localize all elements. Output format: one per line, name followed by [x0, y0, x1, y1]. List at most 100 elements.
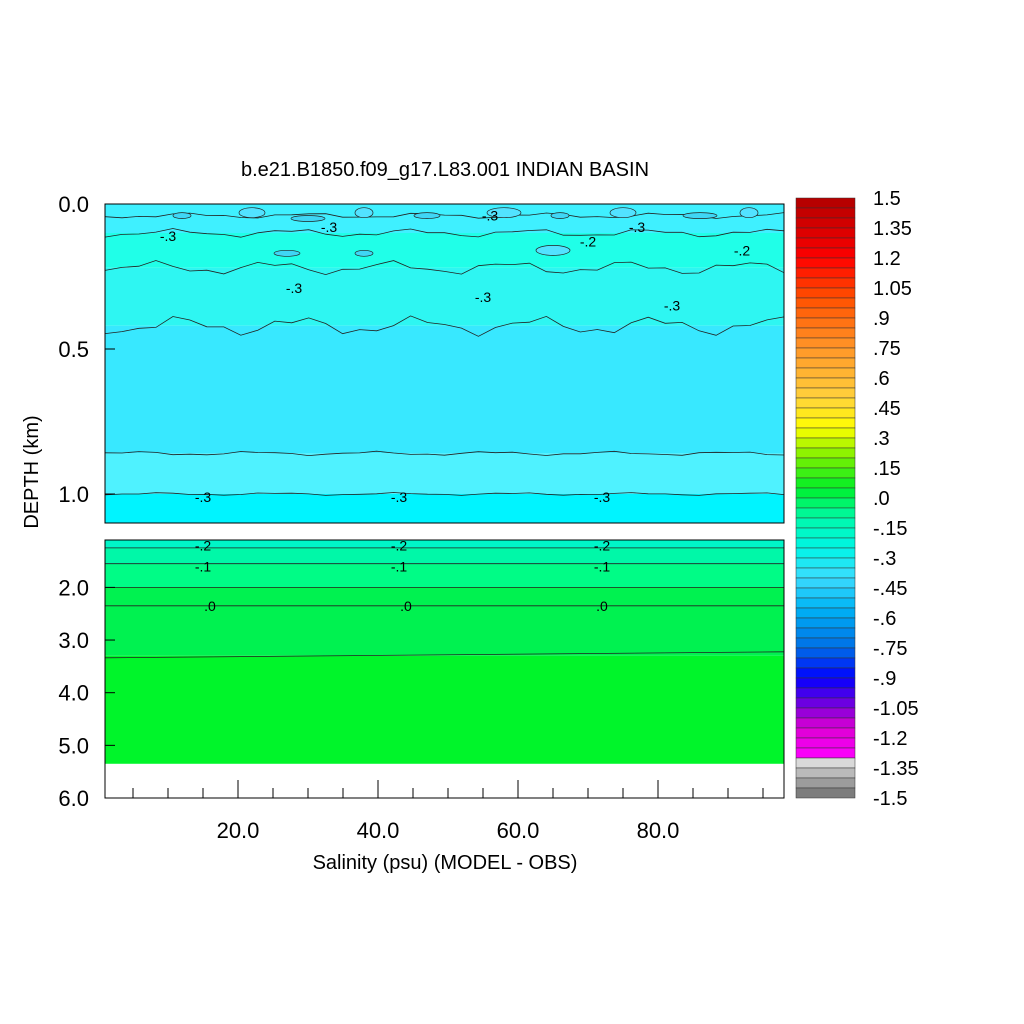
colorbar-cell [795, 447, 856, 459]
colorbar-cell [795, 297, 856, 309]
colorbar-cell [795, 517, 856, 529]
contour-label: -.3 [391, 489, 408, 505]
colorbar-cell [795, 277, 856, 289]
x-tick-label: 60.0 [497, 818, 540, 843]
surface-contour-12 [354, 249, 374, 257]
contour-label: -.2 [594, 537, 611, 553]
colorbar-cell [795, 777, 856, 789]
colorbar-cell [795, 617, 856, 629]
colorbar-cell [795, 247, 856, 259]
contour-label: -.3 [629, 219, 646, 235]
colorbar-label: -1.5 [873, 788, 907, 810]
upper-band-0 [105, 204, 784, 233]
y-upper-tick-label: 0.5 [58, 337, 89, 362]
colorbar-cell [795, 387, 856, 399]
colorbar-cell [795, 627, 856, 639]
y-lower-tick-label: 3.0 [58, 628, 89, 653]
colorbar-label: 1.2 [873, 248, 901, 270]
axes: 0.0 0.5 1.0 2.0 3.0 4.0 5.0 6.0 20.0 40.0 60.0 80.0 [58, 192, 764, 843]
upper-contour-line-5 [104, 492, 785, 496]
y-upper-tick-label: 1.0 [58, 482, 89, 507]
colorbar-cell [795, 267, 856, 279]
colorbar-cell [795, 747, 856, 759]
upper-band-5 [105, 494, 784, 523]
colorbar-cell [795, 547, 856, 559]
x-tick-label: 40.0 [357, 818, 400, 843]
x-axis-label: Salinity (psu) (MODEL - OBS) [313, 852, 578, 874]
colorbar-label: .15 [873, 458, 901, 480]
colorbar-cell [795, 697, 856, 709]
surface-contour-4 [413, 212, 441, 219]
colorbar-label: -1.2 [873, 728, 907, 750]
surface-contour-1 [238, 207, 266, 219]
upper-panel-frame [104, 203, 785, 524]
colorbar-cell [795, 367, 856, 379]
colorbar-cell [795, 717, 856, 729]
colorbar-label: -1.05 [873, 698, 919, 720]
colorbar-cell [795, 607, 856, 619]
colorbar-label: -.45 [873, 578, 907, 600]
colorbar-label: .9 [873, 308, 890, 330]
upper-band-3 [105, 325, 784, 454]
upper-band-4 [105, 453, 784, 494]
colorbar-cell [795, 357, 856, 369]
colorbar: 1.5 1.35 1.2 1.05 .9 .75 .6 .45 .3 .15 .0 -.15 -.3 -.… [795, 188, 919, 810]
colorbar-label: .0 [873, 488, 890, 510]
colorbar-cell [795, 257, 856, 269]
surface-contour-9 [739, 207, 759, 219]
colorbar-cell [795, 507, 856, 519]
colorbar-cell [795, 707, 856, 719]
contour-label: .0 [204, 598, 216, 614]
colorbar-cell [795, 327, 856, 339]
colorbar-cell [795, 217, 856, 229]
colorbar-label: -.9 [873, 668, 896, 690]
y-upper-tick-label: 0.0 [58, 192, 89, 217]
surface-contour-3 [354, 207, 374, 219]
colorbar-label: -.3 [873, 548, 896, 570]
x-tick-label: 20.0 [217, 818, 260, 843]
upper-contour-line-0 [104, 212, 785, 219]
lower-contour-line-4 [104, 651, 785, 659]
contour-label: -.1 [594, 558, 611, 574]
contour-label: -.1 [195, 558, 212, 574]
surface-contour-7 [609, 207, 637, 219]
colorbar-cell [795, 577, 856, 589]
lower-band-3 [105, 587, 784, 656]
contour-label: -.3 [482, 208, 499, 224]
colorbar-cell [795, 427, 856, 439]
colorbar-cell [795, 487, 856, 499]
colorbar-label: .3 [873, 428, 890, 450]
lower-depth-panel [104, 539, 785, 799]
colorbar-cell [795, 597, 856, 609]
y-lower-tick-label: 4.0 [58, 681, 89, 706]
colorbar-cell [795, 207, 856, 219]
x-tick-label: 80.0 [637, 818, 680, 843]
colorbar-label: -.75 [873, 638, 907, 660]
contour-label: -.3 [664, 298, 681, 314]
contour-labels: -.3 -.3 -.3 -.3 -.2 -.2 -.3 -.3 -.3 -.3 -.3 -.3 -.2 -… [160, 208, 751, 614]
colorbar-cell [795, 537, 856, 549]
surface-contour-10 [273, 249, 301, 257]
colorbar-cell [795, 347, 856, 359]
colorbar-cell [795, 497, 856, 509]
contour-label: -.3 [594, 489, 611, 505]
upper-depth-panel [104, 203, 785, 524]
colorbar-cell [795, 417, 856, 429]
chart-title: b.e21.B1850.f09_g17.L83.001 INDIAN BASIN [241, 159, 649, 181]
colorbar-cell [795, 677, 856, 689]
colorbar-label: -.15 [873, 518, 907, 540]
colorbar-cell [795, 437, 856, 449]
colorbar-cell [795, 737, 856, 749]
upper-contour-line-1 [104, 228, 785, 238]
upper-contour-line-4 [104, 450, 785, 457]
colorbar-cell [795, 767, 856, 779]
colorbar-cell [795, 197, 856, 209]
colorbar-cell [795, 477, 856, 489]
contour-label: -.2 [195, 537, 212, 553]
surface-contour-6 [550, 212, 570, 219]
contour-label: -.3 [321, 219, 338, 235]
upper-contour-line-3 [104, 315, 785, 337]
colorbar-cell [795, 317, 856, 329]
y-lower-tick-label: 5.0 [58, 733, 89, 758]
